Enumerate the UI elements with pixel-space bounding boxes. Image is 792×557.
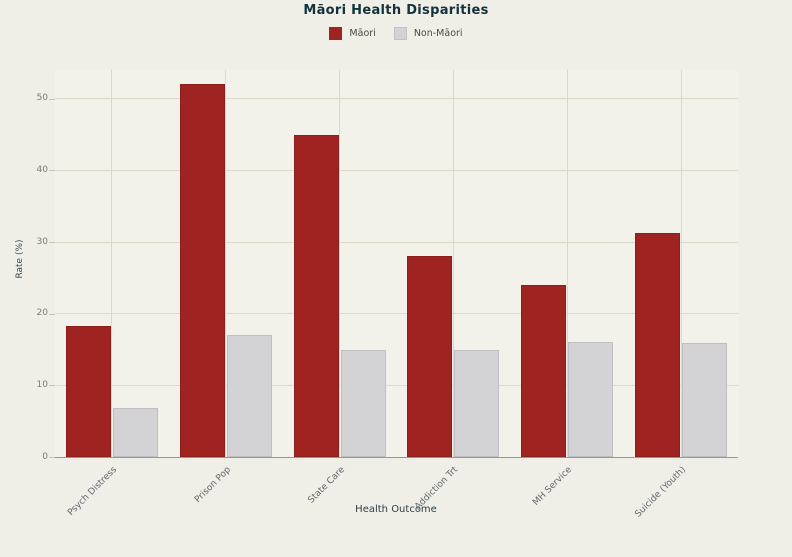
bar-m-ori-state-care [293, 134, 339, 457]
gridline-x-suicide-youth [680, 70, 682, 457]
y-tick-label-20: 20 [36, 308, 48, 319]
bar-non-m-ori-suicide-youth [682, 343, 728, 457]
legend-item-m-ori: Māori [329, 27, 376, 40]
legend-item-non-m-ori: Non-Māori [393, 27, 463, 40]
y-tick-mark-20 [49, 313, 55, 315]
bar-m-ori-addiction-trt [407, 256, 453, 457]
y-tick-mark-10 [49, 385, 55, 387]
y-tick-mark-30 [49, 242, 55, 243]
gridline-x-mh-service [566, 70, 568, 457]
legend-label-non-m-ori: Non-Māori [413, 28, 463, 39]
bar-m-ori-suicide-youth [635, 233, 681, 457]
y-tick-label-10: 10 [36, 379, 48, 390]
legend-label-m-ori: Māori [349, 28, 376, 39]
gridline-y-20 [55, 313, 738, 315]
gridline-y-10 [55, 384, 738, 386]
y-tick-mark-50 [49, 98, 55, 100]
legend-swatch-non-m-ori [393, 27, 407, 40]
gridline-y-40 [55, 169, 738, 171]
gridline-y-30 [55, 241, 738, 243]
gridline-x-prison-pop [225, 70, 227, 457]
chart-title: Māori Health Disparities [303, 3, 489, 18]
y-tick-label-40: 40 [36, 164, 48, 175]
bar-non-m-ori-prison-pop [226, 335, 272, 457]
y-tick-label-30: 30 [36, 236, 48, 247]
bar-non-m-ori-psych-distress [112, 408, 158, 457]
x-axis-line [55, 456, 738, 458]
legend: Māori Non-Māori [0, 27, 792, 40]
y-tick-label-0: 0 [42, 451, 48, 462]
y-tick-mark-40 [49, 170, 55, 172]
y-tick-mark-0 [49, 457, 55, 458]
y-tick-label-50: 50 [36, 93, 48, 104]
legend-swatch-m-ori [329, 27, 343, 40]
bar-m-ori-psych-distress [65, 325, 111, 457]
bar-chart: Māori Health Disparities Māori Non-Māori … [0, 3, 792, 520]
bar-m-ori-mh-service [521, 285, 567, 457]
gridline-y-50 [55, 98, 738, 100]
bar-non-m-ori-state-care [340, 349, 386, 457]
gridline-x-state-care [339, 70, 341, 457]
bar-non-m-ori-mh-service [568, 341, 614, 457]
gridline-x-addiction-trt [452, 70, 454, 457]
bar-non-m-ori-addiction-trt [454, 349, 500, 457]
x-axis-title: Health Outcome [355, 504, 437, 515]
bar-m-ori-prison-pop [179, 84, 225, 457]
plot-area [55, 70, 738, 458]
gridline-x-psych-distress [111, 70, 113, 457]
